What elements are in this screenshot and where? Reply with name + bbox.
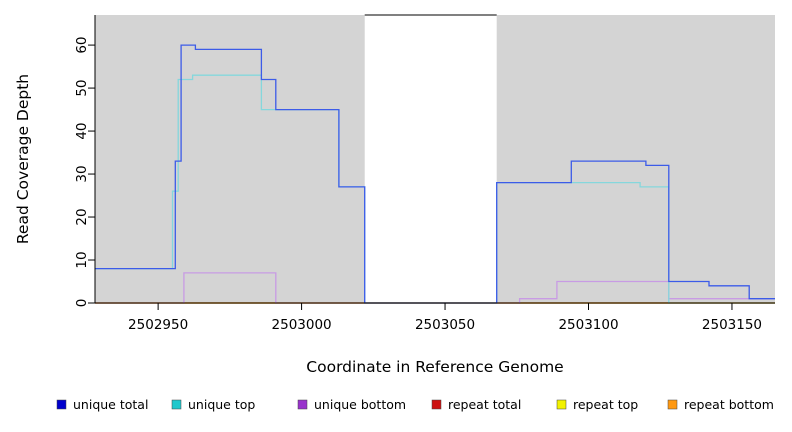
y-tick-label: 20 xyxy=(74,208,90,225)
legend-swatch-repeat-total xyxy=(431,399,442,410)
y-axis-title: Read Coverage Depth xyxy=(14,74,32,244)
legend-swatch-unique-bottom xyxy=(297,399,308,410)
legend-swatch-unique-top xyxy=(171,399,182,410)
plot-background xyxy=(95,14,775,303)
x-tick-label: 2503000 xyxy=(272,317,332,333)
x-tick-label: 2502950 xyxy=(128,317,188,333)
x-tick-label: 2503100 xyxy=(558,317,618,333)
y-tick-label: 10 xyxy=(74,251,90,268)
y-tick-label: 30 xyxy=(74,165,90,182)
legend-label-repeat-top: repeat top xyxy=(573,397,638,412)
legend-label-unique-bottom: unique bottom xyxy=(314,397,406,412)
legend-swatch-repeat-top xyxy=(556,399,567,410)
series-line-unique-total xyxy=(95,44,775,304)
legend-label-unique-top: unique top xyxy=(188,397,255,412)
legend-label-repeat-total: repeat total xyxy=(448,397,521,412)
x-axis-title: Coordinate in Reference Genome xyxy=(306,358,563,376)
y-tick-label: 40 xyxy=(74,122,90,139)
gap-region xyxy=(364,15,497,303)
x-tick-label: 2503150 xyxy=(702,317,762,333)
legend-swatch-repeat-bottom xyxy=(667,399,678,410)
y-tick-label: 0 xyxy=(74,299,90,308)
legend-swatch-unique-total xyxy=(56,399,67,410)
axes: 0 10 20 30 40 50 60 2502950 2503000 2503050 250310… xyxy=(74,15,775,333)
legend: unique total unique top unique bottom repea… xyxy=(56,397,774,412)
legend-label-unique-total: unique total xyxy=(73,397,148,412)
x-tick-label: 2503050 xyxy=(415,317,475,333)
y-tick-label: 60 xyxy=(74,36,90,53)
y-tick-label: 50 xyxy=(74,79,90,96)
legend-label-repeat-bottom: repeat bottom xyxy=(684,397,774,412)
